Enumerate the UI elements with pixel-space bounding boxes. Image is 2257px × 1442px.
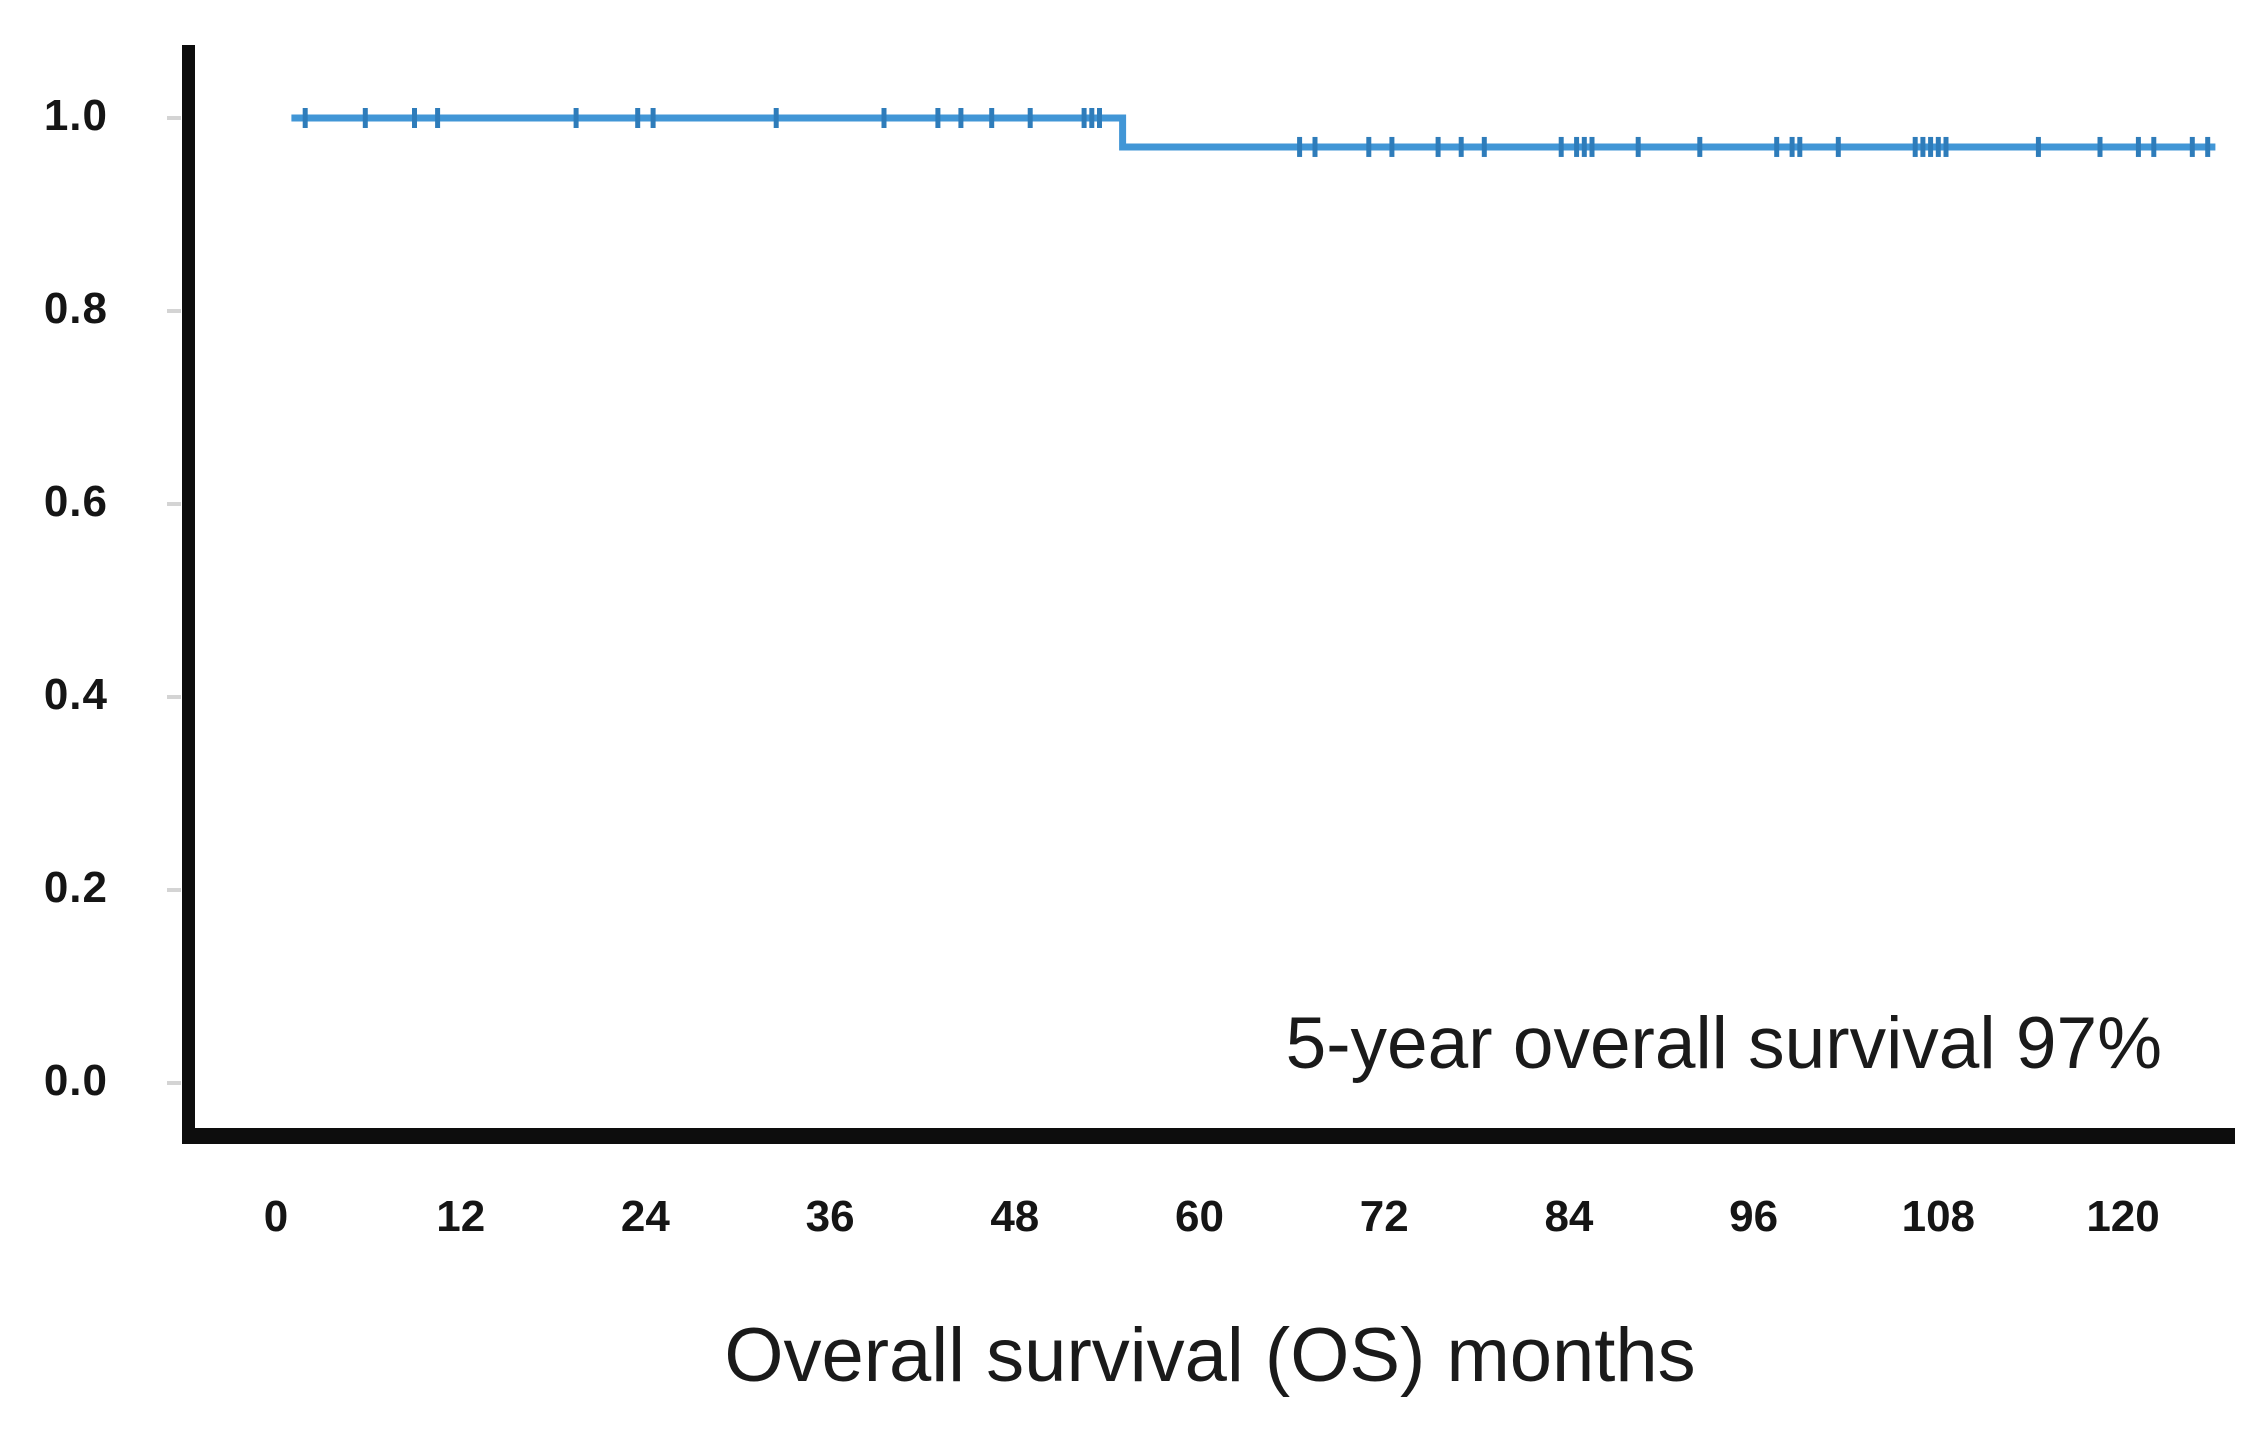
y-axis-minor-tick (167, 1081, 181, 1085)
y-axis-minor-tick (167, 888, 181, 892)
x-tick-label-96: 96 (1729, 1192, 1779, 1241)
x-tick-label-48: 48 (990, 1192, 1040, 1241)
y-tick-label-0.8: 0.8 (43, 284, 108, 333)
y-axis-minor-tick (167, 309, 181, 313)
y-tick-label-0.6: 0.6 (43, 477, 108, 526)
x-tick-label-60: 60 (1175, 1192, 1224, 1241)
x-tick-label-24: 24 (620, 1192, 670, 1241)
x-tick-label-84: 84 (1544, 1192, 1594, 1241)
survival-curve (291, 114, 2216, 151)
x-tick-label-12: 12 (436, 1192, 486, 1241)
x-axis-line (182, 1128, 2235, 1144)
y-tick-label-0.2: 0.2 (43, 863, 108, 912)
y-axis-minor-tick (167, 695, 181, 699)
y-tick-label-0.0: 0.0 (43, 1056, 108, 1105)
y-tick-label-0.4: 0.4 (43, 670, 108, 719)
x-axis-title: Overall survival (OS) months (724, 1313, 1696, 1398)
y-axis-minor-tick (167, 116, 181, 120)
y-tick-label-1.0: 1.0 (43, 91, 108, 140)
x-tick-label-72: 72 (1359, 1192, 1409, 1241)
five-year-survival-annotation: 5-year overall survival 97% (1285, 1003, 2162, 1084)
y-axis-line (182, 45, 195, 1144)
x-tick-label-108: 108 (1901, 1192, 1976, 1241)
x-tick-label-120: 120 (2086, 1192, 2160, 1241)
x-tick-label-0: 0 (263, 1192, 289, 1241)
y-axis-minor-tick (167, 502, 181, 506)
x-tick-label-36: 36 (805, 1192, 855, 1241)
